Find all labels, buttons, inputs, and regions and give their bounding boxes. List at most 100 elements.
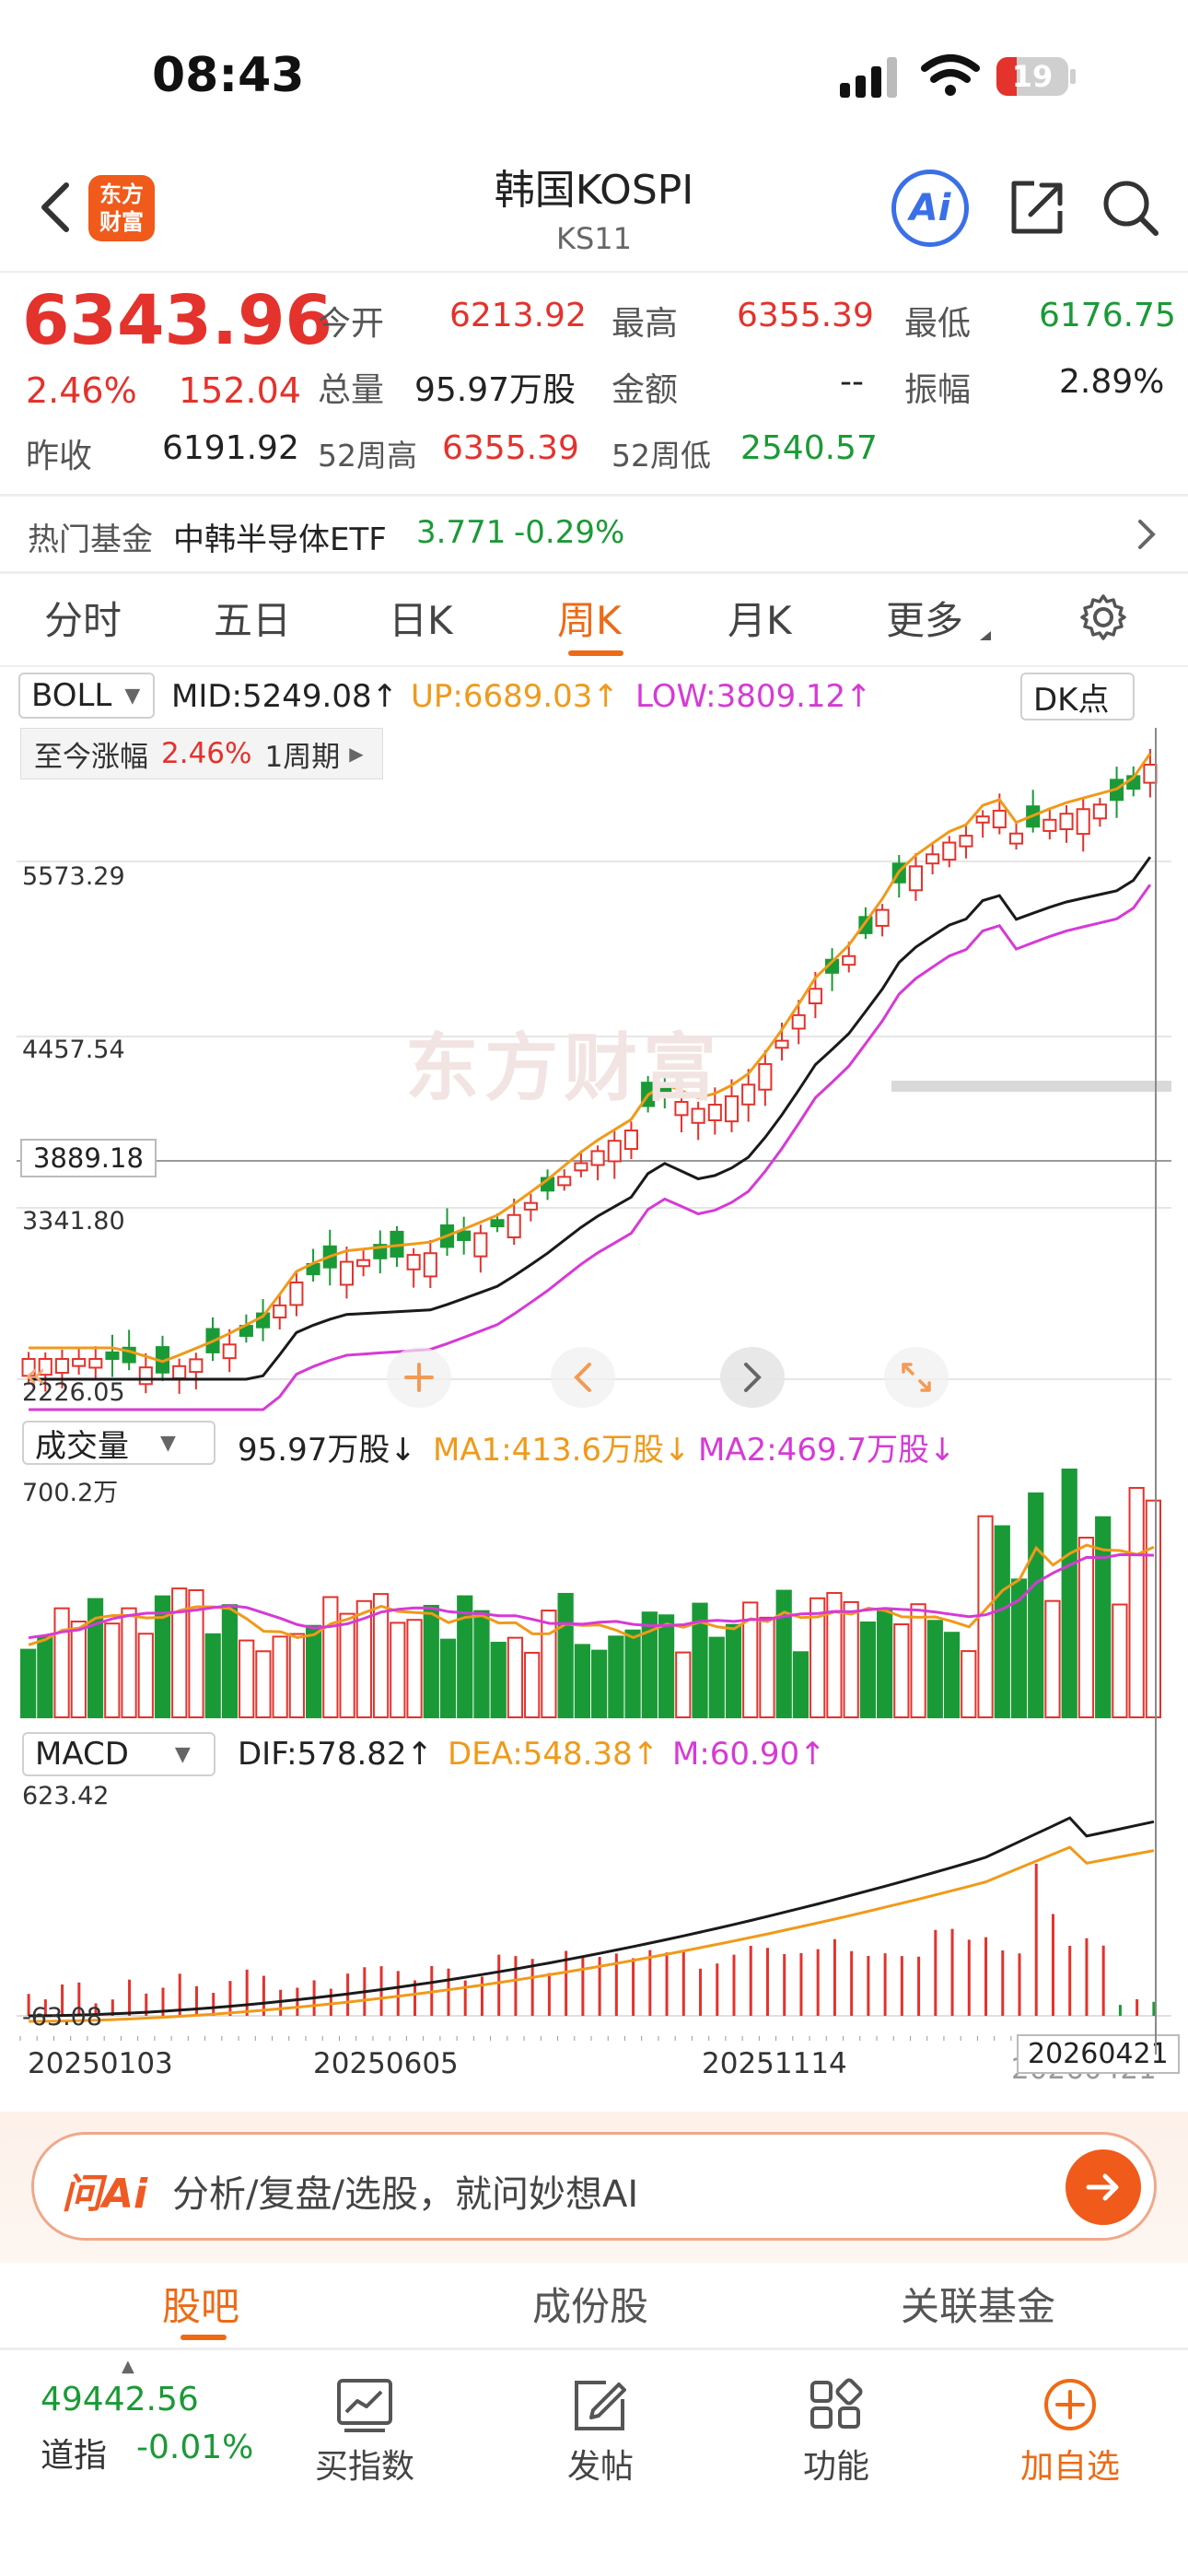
hot-fund-row[interactable]: 热门基金 中韩半导体ETF 3.771 -0.29% [0, 498, 1188, 571]
candle-body [222, 1343, 237, 1360]
volume-bar [1061, 1469, 1077, 1718]
volume-bar [1145, 1499, 1161, 1719]
mini-index-value: 49442.56 [41, 2381, 199, 2418]
dk-point-selector[interactable]: DK点 [1020, 673, 1135, 720]
volume-selector[interactable]: 成交量 ▼ [22, 1421, 215, 1465]
volume-bar [1044, 1599, 1061, 1718]
candle-body [21, 1358, 36, 1377]
mini-index-widget[interactable]: ▲ 49442.56 道指 -0.01% [41, 2355, 271, 2475]
w52-high-label: 52周高 [318, 438, 417, 474]
volume-bar [70, 1621, 87, 1719]
open-label: 今开 [318, 305, 385, 343]
volume-bar [53, 1607, 70, 1719]
nav-functions[interactable]: 功能 [772, 2377, 901, 2488]
volume-bar [355, 1599, 372, 1719]
tab-guba[interactable]: 股吧 [162, 2284, 240, 2329]
tab-5day[interactable]: 五日 [214, 598, 292, 643]
macd-m: M:60.90↑ [672, 1736, 826, 1773]
ai-placeholder: 分析/复盘/选股，就问妙想AI [172, 2173, 639, 2216]
boll-selector[interactable]: BOLL ▼ [18, 673, 155, 719]
candle-body [674, 1101, 689, 1117]
fullscreen-icon[interactable] [884, 1347, 949, 1408]
macd-dea-line [29, 1845, 1155, 2023]
nav-add-watchlist[interactable]: 加自选 [1006, 2377, 1135, 2488]
nav-add-watchlist-label: 加自选 [1019, 2448, 1120, 2486]
chart-prev-icon[interactable] [551, 1347, 615, 1408]
tab-intraday[interactable]: 分时 [44, 598, 122, 643]
prev-close-label: 昨收 [26, 438, 93, 475]
chart-left-arrow-icon[interactable]: « [24, 1354, 47, 1397]
settings-gear-icon[interactable] [1076, 590, 1131, 645]
volume-bar [1077, 1536, 1095, 1719]
volume-bar [591, 1649, 608, 1718]
chart-next-icon[interactable] [720, 1347, 785, 1408]
kline-chart[interactable] [17, 723, 1171, 1414]
volume-bar [204, 1633, 221, 1718]
candle-body [791, 1013, 806, 1030]
volume-bar [37, 1635, 53, 1718]
nav-post-label: 发帖 [566, 2448, 634, 2486]
volume-bar [439, 1638, 457, 1719]
candle-body [942, 841, 957, 861]
nav-buy-index-label: 买指数 [314, 2448, 414, 2486]
share-icon[interactable] [1004, 175, 1068, 240]
macd-axis-max: 623.42 [22, 1782, 110, 1810]
volume-bar [20, 1648, 37, 1718]
volume-bar [641, 1611, 658, 1718]
caret-up-icon: ▲ [122, 2357, 134, 2376]
ai-input[interactable]: 问Ai 分析/复盘/选股，就问妙想AI [31, 2132, 1157, 2241]
volume-chart[interactable] [17, 1469, 1171, 1727]
macd-selector[interactable]: MACD ▼ [22, 1732, 215, 1776]
candle-body [992, 809, 1007, 829]
w52-low-label: 52周低 [611, 438, 711, 474]
ai-button[interactable]: Ai [891, 170, 969, 247]
app-logo: 东方 财富 [88, 175, 155, 241]
volume-bar [154, 1595, 171, 1718]
volume-bar [742, 1601, 759, 1719]
tab-constituents[interactable]: 成份股 [532, 2284, 649, 2329]
volume-bar [87, 1598, 104, 1718]
tab-weekly-k[interactable]: 周K [557, 598, 622, 643]
chart-line-icon [337, 2379, 392, 2432]
volume-bar [1128, 1486, 1145, 1719]
candle-body [88, 1358, 103, 1369]
tab-monthly-k[interactable]: 月K [728, 598, 792, 643]
high-label: 最高 [611, 305, 679, 343]
candle-body [1042, 818, 1057, 832]
change-value: 152.04 [179, 370, 301, 411]
macd-selector-label: MACD [35, 1736, 129, 1773]
macd-chart[interactable] [17, 1778, 1171, 2041]
nav-buy-index[interactable]: 买指数 [300, 2377, 429, 2488]
hot-fund-name: 中韩半导体ETF [173, 521, 387, 558]
low-label: 最低 [904, 305, 972, 343]
back-icon[interactable] [28, 175, 83, 240]
period-change-box[interactable]: 至今涨幅 2.46% 1周期 ▶ [20, 728, 383, 779]
tab-daily-k[interactable]: 日K [389, 598, 453, 643]
candle-body [105, 1351, 120, 1360]
volume-ma2-line [28, 1552, 1154, 1640]
tab-more[interactable]: 更多 [886, 598, 964, 643]
dropdown-icon: ▼ [174, 1742, 191, 1766]
volume-bar [961, 1650, 977, 1718]
candle-body [523, 1201, 538, 1211]
volume-bar [910, 1603, 926, 1718]
ai-send-arrow-icon[interactable] [1066, 2149, 1141, 2225]
volume-bar [843, 1600, 859, 1719]
volume-bar [524, 1651, 541, 1719]
volume-bar [859, 1622, 877, 1718]
volume-bar [423, 1604, 439, 1719]
candle-body [808, 988, 822, 1005]
price-axis-label: 4457.54 [22, 1036, 125, 1064]
volume-bar [725, 1623, 742, 1718]
volume-bar [809, 1597, 826, 1718]
nav-post[interactable]: 发帖 [536, 2377, 665, 2488]
candle-body [707, 1104, 722, 1122]
candle-body [623, 1130, 638, 1151]
candle-body [959, 835, 973, 848]
candle-body [858, 916, 873, 934]
search-icon[interactable] [1098, 175, 1162, 240]
volume-bar [406, 1619, 423, 1718]
tab-related-funds[interactable]: 关联基金 [901, 2284, 1056, 2329]
candle-body [557, 1176, 572, 1187]
zoom-in-icon[interactable] [387, 1347, 451, 1408]
